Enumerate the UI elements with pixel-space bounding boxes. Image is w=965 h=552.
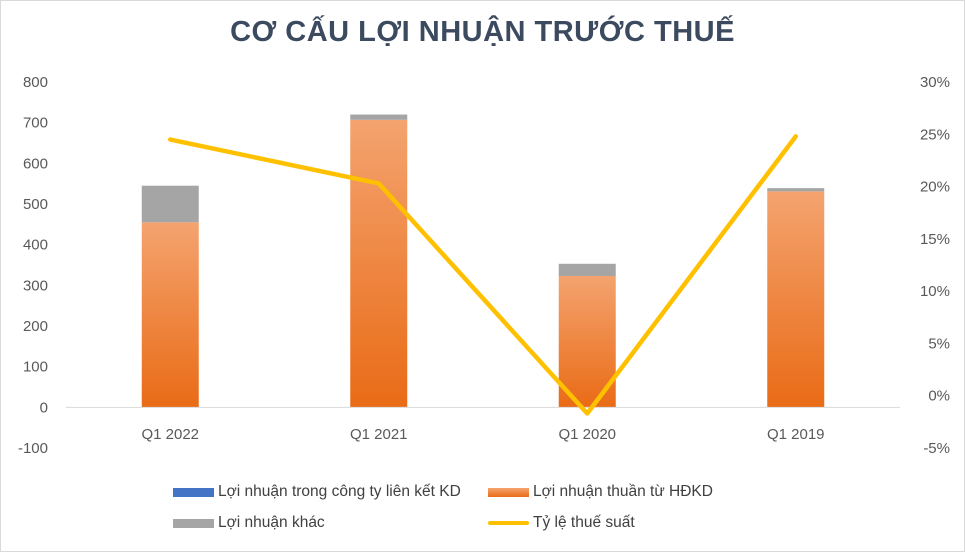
bar-khac [141, 185, 199, 223]
legend-item-lien-ket: Lợi nhuận trong công ty liên kết KD [173, 481, 461, 503]
bar-khac [767, 188, 825, 192]
right-tick-label: -5% [923, 440, 950, 457]
left-tick-label: -100 [18, 440, 48, 457]
bar-hdkd [350, 119, 408, 408]
legend-swatch-hdkd [488, 487, 529, 497]
category-label: Q1 2019 [767, 426, 825, 443]
right-tick-label: 10% [920, 283, 950, 300]
bar-khac [558, 263, 616, 276]
right-tick-label: 5% [928, 335, 950, 352]
right-tick-label: 20% [920, 179, 950, 196]
tax-rate-line [168, 134, 798, 416]
legend-label-khac: Lợi nhuận khác [218, 514, 325, 531]
legend-item-hdkd: Lợi nhuận thuần từ HĐKD [488, 481, 713, 503]
legend: Lợi nhuận trong công ty liên kết KD Lợi … [0, 478, 965, 538]
left-tick-label: 500 [23, 196, 48, 213]
left-tick-label: 700 [23, 115, 48, 132]
bar-hdkd [141, 222, 199, 408]
legend-label-ty-le: Tỷ lệ thuế suất [533, 514, 635, 531]
right-tick-label: 25% [920, 126, 950, 143]
legend-swatch-khac [173, 518, 214, 528]
legend-item-ty-le: Tỷ lệ thuế suất [488, 512, 635, 534]
left-tick-label: 0 [40, 399, 48, 416]
left-tick-label: 400 [23, 237, 48, 254]
category-label: Q1 2020 [558, 426, 616, 443]
legend-label-lien-ket: Lợi nhuận trong công ty liên kết KD [218, 483, 461, 500]
category-label: Q1 2022 [141, 426, 199, 443]
chart-plot: -100 0 100 200 300 400 500 600 700 800 -5% 0% 5% 10%… [18, 74, 950, 457]
right-axis-ticks: -5% 0% 5% 10% 15% 20% 25% 30% [920, 74, 950, 457]
left-tick-label: 100 [23, 359, 48, 376]
category-ticks: Q1 2022 Q1 2021 Q1 2020 Q1 2019 [141, 426, 824, 443]
right-tick-label: 15% [920, 231, 950, 248]
category-label: Q1 2021 [350, 426, 408, 443]
legend-swatch-lien-ket [173, 487, 214, 497]
legend-item-khac: Lợi nhuận khác [173, 512, 325, 534]
bar-hdkd [767, 191, 825, 408]
left-tick-label: 800 [23, 74, 48, 91]
left-tick-label: 300 [23, 277, 48, 294]
left-tick-label: 600 [23, 155, 48, 172]
left-axis-ticks: -100 0 100 200 300 400 500 600 700 800 [18, 74, 48, 457]
right-tick-label: 0% [928, 388, 950, 405]
tax-rate-polyline [168, 134, 798, 416]
left-tick-label: 200 [23, 318, 48, 335]
chart-title: CƠ CẤU LỢI NHUẬN TRƯỚC THUẾ [230, 16, 735, 48]
bar-khac [350, 114, 408, 120]
right-tick-label: 30% [920, 74, 950, 91]
legend-swatch-ty-le [488, 521, 529, 525]
bars [141, 114, 825, 408]
legend-label-hdkd: Lợi nhuận thuần từ HĐKD [533, 483, 713, 500]
